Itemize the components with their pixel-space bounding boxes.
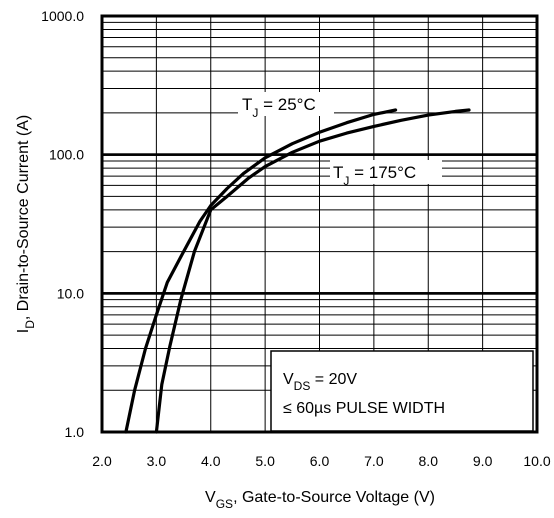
y-tick-label: 1.0 xyxy=(65,424,85,440)
svg-text:TJ = 175°C: TJ = 175°C xyxy=(333,163,416,188)
x-tick-label: 9.0 xyxy=(473,453,493,469)
y-tick-label: 10.0 xyxy=(57,285,84,301)
y-tick-label: 100.0 xyxy=(49,147,84,163)
x-tick-labels: 2.0 3.0 4.0 5.0 6.0 7.0 8.0 9.0 10.0 xyxy=(92,453,551,469)
x-axis-label: VGS, Gate-to-Source Voltage (V) xyxy=(205,489,435,511)
pulse-width-condition: ≤ 60µs PULSE WIDTH xyxy=(283,400,445,417)
plot-frame xyxy=(100,14,539,434)
x-tick-label: 3.0 xyxy=(147,453,167,469)
x-tick-label: 4.0 xyxy=(201,453,221,469)
x-tick-label: 8.0 xyxy=(419,453,439,469)
x-tick-label: 5.0 xyxy=(255,453,275,469)
svg-text:TJ = 25°C: TJ = 25°C xyxy=(242,95,316,120)
series-line-tj-175c xyxy=(154,108,471,434)
series-line-tj-25c xyxy=(124,108,398,434)
y-tick-labels: 1.0 10.0 100.0 1000.0 xyxy=(41,8,84,440)
x-tick-label: 7.0 xyxy=(364,453,384,469)
curves xyxy=(124,108,471,434)
series-label-175c: TJ = 175°C xyxy=(330,160,442,188)
vds-condition: VDS = 20V xyxy=(283,371,357,393)
x-tick-label: 10.0 xyxy=(523,453,550,469)
y-tick-label: 1000.0 xyxy=(41,8,84,24)
y-axis-label: ID, Drain-to-Source Current (A) xyxy=(15,115,37,334)
series-label-25c: TJ = 25°C xyxy=(238,92,334,120)
x-tick-label: 2.0 xyxy=(92,453,112,469)
conditions-box: VDS = 20V ≤ 60µs PULSE WIDTH xyxy=(270,350,534,432)
x-tick-label: 6.0 xyxy=(310,453,330,469)
